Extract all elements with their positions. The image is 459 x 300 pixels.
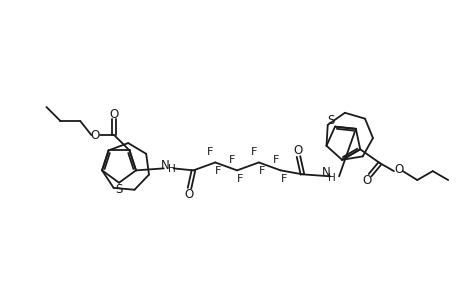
Text: F: F — [207, 146, 213, 157]
Text: F: F — [258, 167, 264, 176]
Text: O: O — [393, 163, 403, 176]
Text: O: O — [90, 128, 100, 142]
Text: N: N — [321, 166, 330, 179]
Text: N: N — [161, 159, 170, 172]
Text: F: F — [272, 155, 278, 166]
Text: H: H — [168, 164, 175, 174]
Text: F: F — [229, 155, 235, 166]
Text: S: S — [327, 114, 334, 127]
Text: S: S — [115, 183, 123, 196]
Text: F: F — [250, 146, 257, 157]
Text: F: F — [214, 167, 221, 176]
Text: O: O — [185, 188, 194, 201]
Text: O: O — [109, 108, 118, 121]
Text: F: F — [236, 174, 243, 184]
Text: O: O — [293, 144, 302, 157]
Text: F: F — [280, 174, 286, 184]
Text: O: O — [362, 173, 371, 187]
Text: H: H — [328, 173, 336, 183]
